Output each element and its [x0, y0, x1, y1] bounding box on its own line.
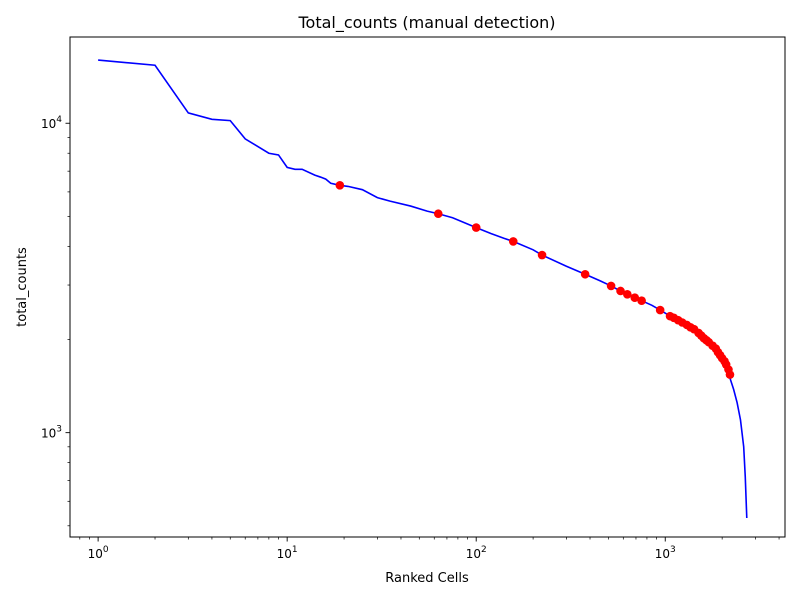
- data-point: [655, 305, 665, 315]
- data-point: [580, 269, 590, 279]
- data-point: [725, 370, 735, 379]
- x-tick-label: 103: [655, 545, 676, 561]
- data-point: [606, 281, 616, 291]
- data-point: [335, 181, 345, 190]
- y-axis-label: total_counts: [15, 247, 30, 327]
- x-tick-label: 102: [466, 545, 487, 561]
- x-tick-label: 100: [88, 545, 109, 561]
- data-point: [637, 296, 646, 305]
- data-point: [508, 237, 518, 246]
- data-point: [630, 293, 640, 303]
- plot-frame: [69, 36, 786, 538]
- chart-title: Total_counts (manual detection): [298, 13, 556, 33]
- data-point: [623, 290, 632, 299]
- data-point: [616, 286, 625, 296]
- y-tick-label: 103: [41, 425, 62, 441]
- data-point: [471, 223, 481, 232]
- data-point: [537, 250, 547, 260]
- x-tick-label: 101: [277, 545, 298, 561]
- x-axis-label: Ranked Cells: [385, 571, 469, 586]
- data-point: [433, 209, 443, 219]
- y-tick-label: 104: [41, 115, 62, 131]
